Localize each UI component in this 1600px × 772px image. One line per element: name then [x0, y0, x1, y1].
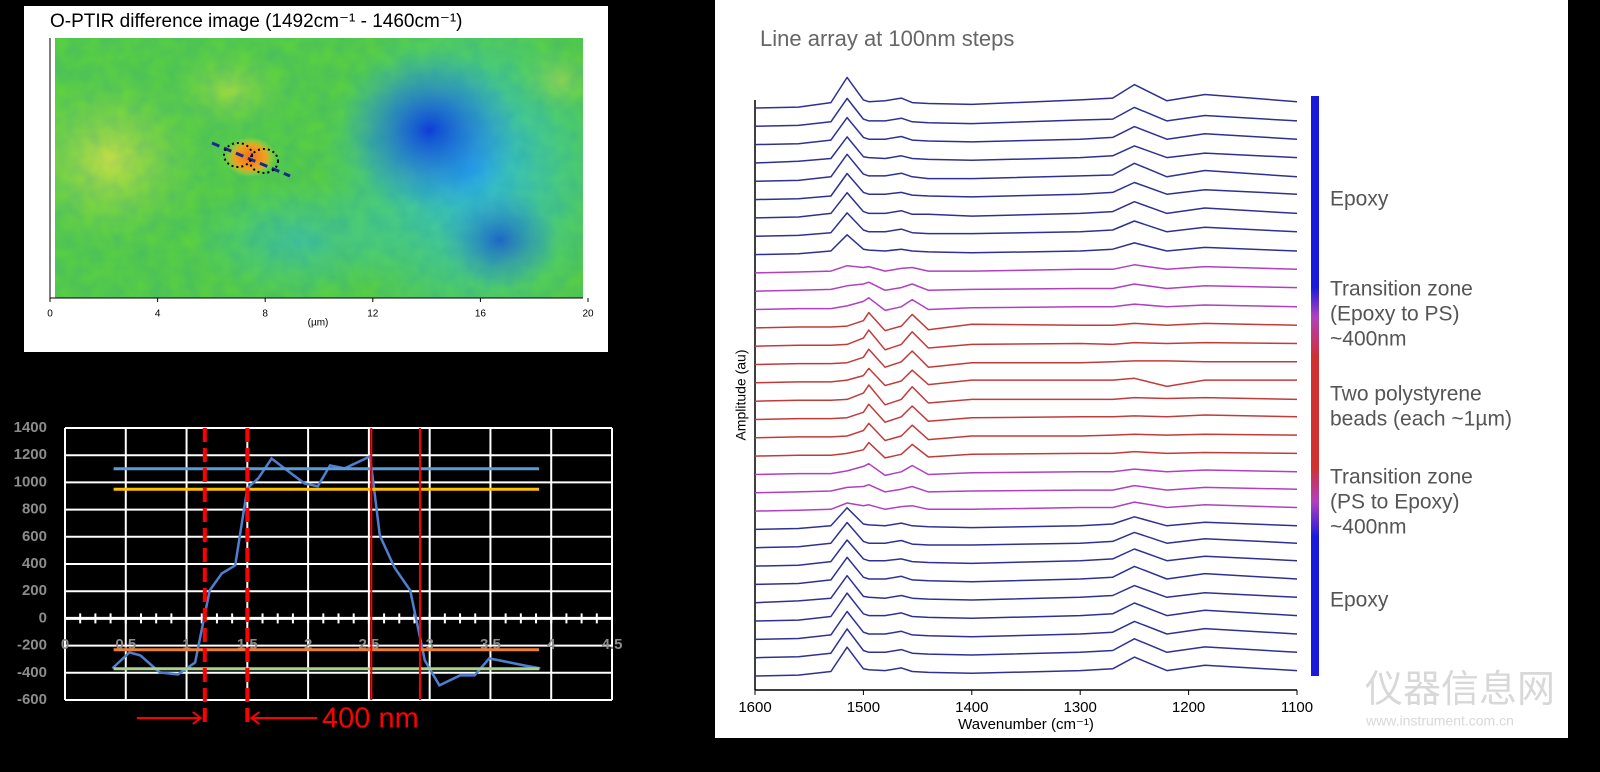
- spectrum: [754, 281, 1298, 292]
- y-tick-label: -200: [17, 637, 47, 654]
- spectrum: [754, 191, 1298, 219]
- zone-label: Transition zone: [1330, 466, 1473, 489]
- y-tick-label: 200: [22, 582, 47, 599]
- spectrum: [754, 646, 1298, 677]
- spectrum: [754, 116, 1298, 146]
- zone-label: Two polystyrene: [1330, 383, 1482, 406]
- spectrum: [754, 539, 1298, 567]
- y-tick-label: 1000: [14, 473, 47, 490]
- spectrum: [754, 311, 1298, 332]
- zone-label: ~400nm: [1330, 516, 1406, 539]
- zone-label: ~400nm: [1330, 328, 1406, 351]
- dimension-label: 400 nm: [322, 703, 419, 735]
- x-tick-label: 1: [182, 636, 190, 653]
- heat-field: [55, 38, 583, 298]
- x-tick-label: 1100: [1281, 699, 1313, 716]
- x-tick-label: 12: [367, 309, 379, 320]
- profile-line: [111, 454, 541, 688]
- spectrum: [754, 384, 1298, 406]
- x-tick-label: 3: [425, 636, 433, 653]
- spectrum: [754, 234, 1298, 256]
- y-tick-label: 0: [39, 609, 47, 626]
- watermark: 仪器信息网: [1365, 669, 1555, 711]
- y-tick-label: 600: [22, 528, 47, 545]
- x-tick-label: 16: [475, 309, 487, 320]
- x-tick-label: 0: [47, 309, 53, 320]
- x-tick-label: 1400: [955, 699, 988, 716]
- zone-label: Epoxy: [1330, 188, 1389, 211]
- spectrum: [754, 97, 1298, 128]
- y-axis-label: Amplitude (au): [733, 349, 749, 440]
- y-tick-label: 800: [22, 501, 47, 518]
- dimension-arrow: [136, 711, 318, 725]
- x-tick-label: 1300: [1064, 699, 1097, 716]
- x-axis-label: (µm): [308, 318, 329, 329]
- x-tick-label: 1500: [847, 699, 880, 716]
- spectrum: [754, 574, 1298, 604]
- zone-label: Epoxy: [1330, 589, 1389, 612]
- spectrum: [754, 507, 1298, 531]
- zone-label: beads (each ~1µm): [1330, 408, 1512, 431]
- watermark-url: www.instrument.com.cn: [1365, 713, 1514, 729]
- x-tick-label: 0: [61, 636, 69, 653]
- spectrum: [754, 297, 1298, 312]
- zone-colorbar: [1311, 96, 1319, 676]
- spectrum: [754, 628, 1298, 659]
- spectrum: [754, 212, 1298, 238]
- x-tick-label: 1600: [738, 699, 771, 716]
- y-tick-label: 1400: [14, 419, 47, 436]
- spectrum: [754, 76, 1298, 109]
- y-tick-label: 1200: [14, 446, 47, 463]
- spectrum: [754, 556, 1298, 586]
- zone-label: (Epoxy to PS): [1330, 303, 1460, 326]
- y-tick-label: 400: [22, 555, 47, 572]
- y-tick-label: -400: [17, 664, 47, 681]
- zone-label: (PS to Epoxy): [1330, 491, 1460, 514]
- x-tick-label: 8: [262, 309, 268, 320]
- x-axis-label: Wavenumber (cm⁻¹): [958, 716, 1094, 733]
- spectrum: [754, 610, 1298, 641]
- spectrum: [754, 403, 1298, 423]
- spectrum: [754, 367, 1297, 388]
- spectrum: [754, 264, 1298, 274]
- chart-title: Line array at 100nm steps: [760, 26, 1014, 51]
- x-tick-label: 20: [582, 309, 594, 320]
- chart-title: O-PTIR difference image (1492cm⁻¹ - 1460…: [50, 11, 463, 32]
- x-tick-label: 4: [547, 636, 556, 653]
- spectrum: [754, 153, 1298, 183]
- x-tick-label: 4.5: [602, 636, 623, 653]
- zone-label: Transition zone: [1330, 278, 1473, 301]
- spectra-panel: [715, 0, 1568, 738]
- x-tick-label: 4: [155, 309, 161, 320]
- spectrum: [754, 136, 1298, 164]
- spectrum: [754, 348, 1297, 368]
- spectrum: [754, 172, 1298, 201]
- spectrum: [754, 483, 1298, 494]
- y-tick-label: -600: [17, 691, 47, 708]
- spectrum: [754, 501, 1298, 512]
- x-tick-label: 1200: [1172, 699, 1205, 716]
- spectrum: [754, 592, 1298, 622]
- spectrum: [754, 521, 1298, 549]
- spectrum: [754, 422, 1298, 442]
- spectrum: [754, 329, 1298, 351]
- spectrum: [754, 462, 1298, 477]
- spectrum: [754, 441, 1298, 459]
- x-tick-label: 2: [304, 636, 312, 653]
